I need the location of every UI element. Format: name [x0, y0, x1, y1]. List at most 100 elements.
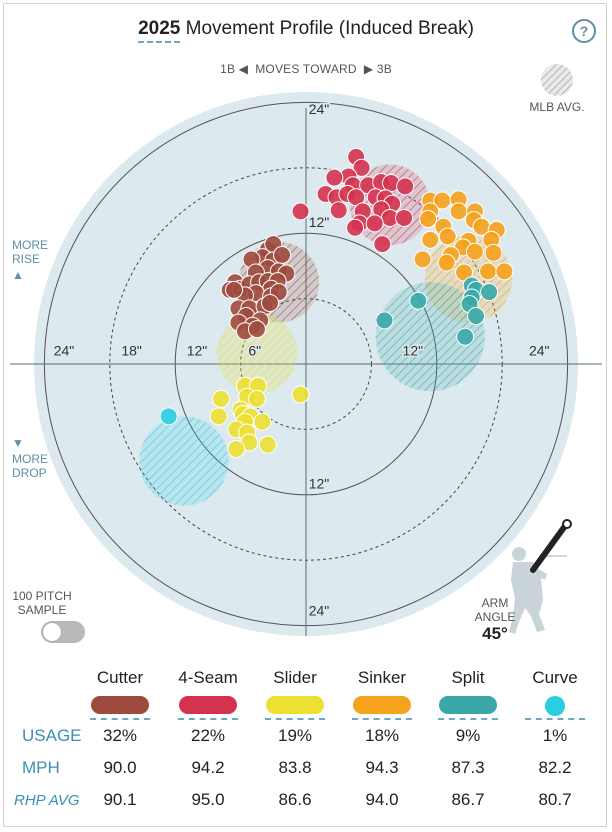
data-point [253, 412, 272, 431]
mlb-avg-split [375, 282, 485, 392]
data-point [258, 435, 277, 454]
pitch-header-cutter[interactable]: Cutter [96, 668, 144, 687]
arm-angle: ARM ANGLE 45° [455, 596, 535, 644]
card-frame [3, 3, 607, 827]
data-point [465, 242, 484, 261]
more-drop-label: ▼ MORE DROP [12, 436, 48, 480]
data-point [375, 311, 394, 330]
pitch-color-chip[interactable] [266, 696, 324, 714]
table-cell: 90.0 [103, 758, 137, 777]
series-slider [209, 376, 310, 459]
table-cell: 95.0 [191, 790, 225, 809]
more-drop-line2: DROP [12, 466, 47, 480]
pitch-color-chip[interactable] [91, 696, 149, 714]
table-cell: 22% [190, 726, 226, 745]
mlb-avg-label: MLB AVG. [529, 100, 585, 114]
pitch-color-chip[interactable] [353, 696, 411, 714]
arm-angle-value: 45° [482, 624, 508, 643]
data-point [480, 283, 499, 302]
triangle-right-icon: ▶ [363, 62, 374, 76]
pitch-header-underline [352, 718, 412, 720]
data-point [247, 389, 266, 408]
pitch-color-chip[interactable] [439, 696, 497, 714]
data-point [247, 320, 266, 339]
mlb-avg-curve [139, 416, 229, 506]
ring-label-right-24: 24" [529, 343, 550, 359]
table-cell: 94.3 [365, 758, 399, 777]
triangle-up-icon: ▲ [12, 268, 24, 282]
data-point [479, 262, 498, 281]
sample-label2: SAMPLE [17, 603, 67, 617]
ring-label-bottom-24: 24" [309, 602, 330, 618]
triangle-down-icon: ▼ [12, 436, 24, 450]
table-cell: 82.2 [538, 758, 572, 777]
page-title: 2025 Movement Profile (Induced Break) [0, 18, 612, 43]
question-circle-icon[interactable]: ? [572, 19, 596, 43]
data-point [395, 208, 414, 227]
row-label-usage: USAGE [22, 726, 82, 745]
ring-label-left-12: 12" [187, 343, 208, 359]
data-point [409, 291, 428, 310]
series-cutter [220, 235, 296, 341]
series-curve [159, 407, 178, 426]
more-rise-line2: RISE [12, 252, 41, 266]
ring-label-right-12: 12" [403, 343, 424, 359]
pitch-header-sinker[interactable]: Sinker [357, 668, 407, 687]
sample-label: 100 PITCH SAMPLE [8, 589, 76, 617]
pitch-header-slider[interactable]: Slider [273, 668, 317, 687]
pitch-color-chip[interactable] [179, 696, 237, 714]
ring-label-bottom-12: 12" [309, 476, 330, 492]
table-cell: 32% [102, 726, 138, 745]
pitch-color-chip[interactable] [545, 696, 565, 716]
moves-toward-caption: 1B ◀ MOVES TOWARD ▶ 3B [0, 62, 612, 76]
data-point [159, 407, 178, 426]
data-point [273, 246, 292, 264]
data-point [419, 210, 438, 229]
data-point [329, 201, 348, 220]
pitch-header-underline [90, 718, 150, 720]
movement-plot: 24" 12" 12" 24" 24" 18" 12" 6" 12" 24" [10, 92, 602, 636]
season-year[interactable]: 2025 [138, 18, 181, 43]
data-point [291, 385, 310, 404]
more-rise-line1: MORE [12, 238, 48, 252]
pitch-header-underline [525, 718, 585, 720]
moves-left-label: 1B [220, 62, 236, 76]
table-cell: 86.7 [451, 790, 485, 809]
ring-label-left-24: 24" [54, 343, 75, 359]
more-rise-label: MORE RISE ▲ [12, 238, 48, 282]
sample-label1: 100 PITCH [12, 589, 72, 603]
series-split [375, 276, 499, 346]
ring-label-left-18: 18" [121, 343, 142, 359]
pitch-header-curve[interactable]: Curve [532, 668, 578, 687]
row-label-mph: MPH [22, 758, 60, 777]
table-cell: 9% [455, 726, 481, 745]
data-point [211, 389, 230, 408]
data-point [437, 253, 456, 272]
data-point [365, 214, 384, 233]
mlb-avg-legend: MLB AVG. [522, 62, 592, 114]
table-cell: 87.3 [451, 758, 485, 777]
data-point [346, 218, 365, 237]
data-point [413, 250, 432, 269]
table-cell: 1% [542, 726, 568, 745]
pitch-header-underline [265, 718, 325, 720]
ring-label-top-24: 24" [309, 101, 330, 117]
more-drop-line1: MORE [12, 452, 48, 466]
pitch-header-underline [178, 718, 238, 720]
data-point [291, 202, 310, 221]
pitch-header-4-seam[interactable]: 4-Seam [178, 668, 238, 687]
data-point [373, 235, 392, 254]
row-label-rhp-avg: RHP AVG [14, 792, 80, 809]
series-sinker [413, 190, 514, 282]
data-point [209, 407, 228, 426]
data-point [325, 168, 344, 187]
table-cell: 90.1 [103, 790, 137, 809]
sample-toggle[interactable] [41, 621, 85, 643]
table-cell: 19% [277, 726, 313, 745]
data-point [352, 158, 371, 177]
triangle-left-icon: ◀ [238, 62, 249, 76]
data-point [227, 440, 246, 459]
table-cell: 18% [364, 726, 400, 745]
pitch-header-split[interactable]: Split [451, 668, 485, 687]
data-point [261, 293, 280, 312]
